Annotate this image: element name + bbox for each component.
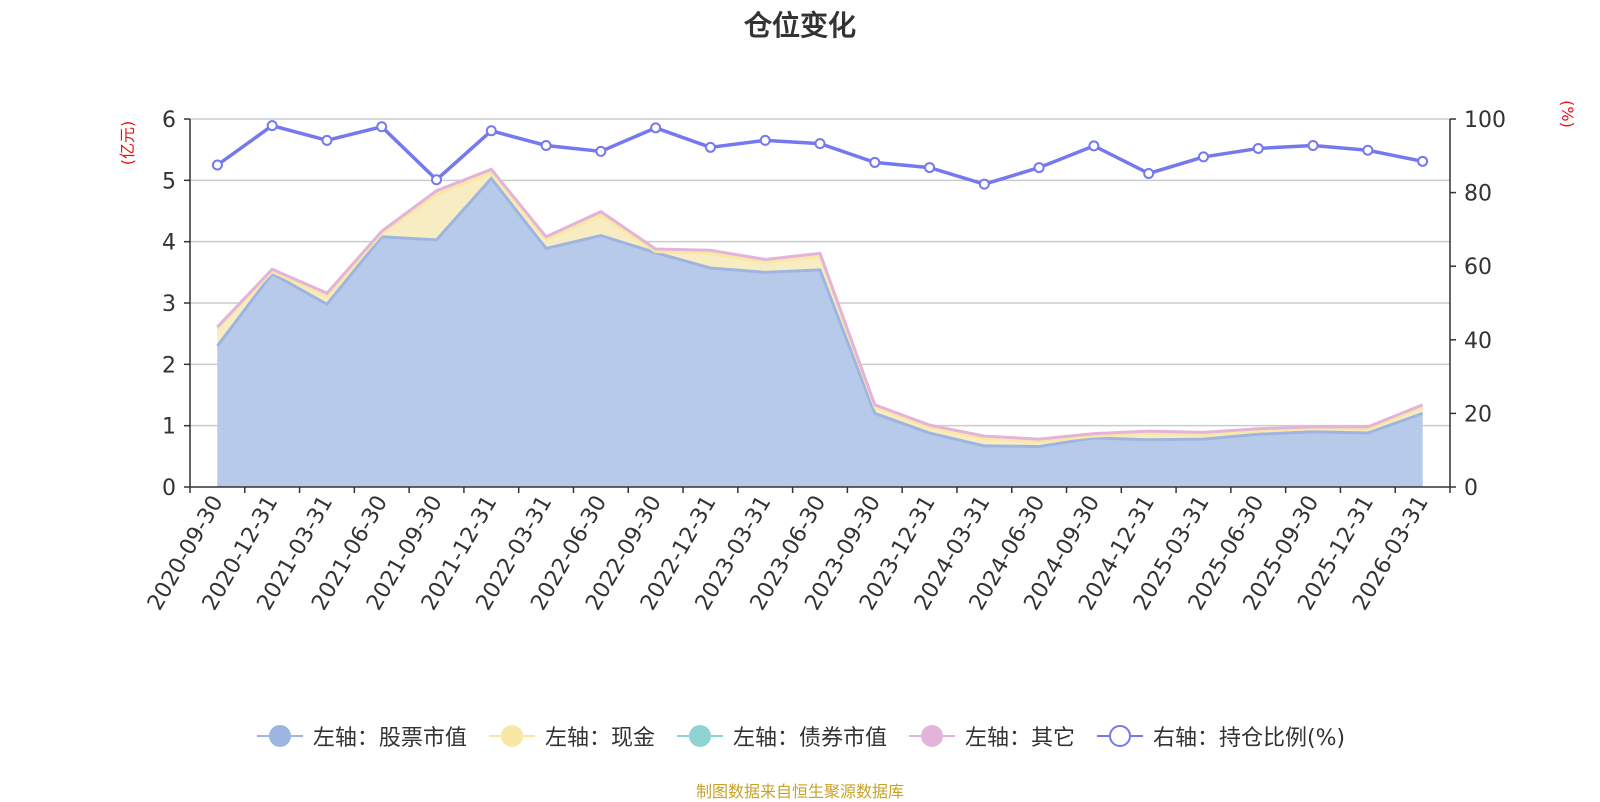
y-left-tick-label: 6 [162, 108, 176, 133]
ratio-point [376, 121, 388, 133]
area-line-左轴：股票市值 [216, 176, 1424, 449]
ratio-point [540, 139, 552, 151]
legend-item-stock[interactable]: 左轴：股票市值 [255, 720, 467, 752]
ratio-point [650, 122, 662, 134]
legend-item-ratio[interactable]: 右轴：持仓比例(%) [1095, 720, 1345, 752]
ratio-point [1088, 140, 1100, 152]
y-left-tick-label: 4 [162, 231, 176, 256]
y-left-tick-label: 3 [162, 292, 176, 317]
legend-other-icon [908, 725, 955, 747]
legend-label-other: 左轴：其它 [964, 726, 1075, 751]
legend-item-other[interactable]: 左轴：其它 [907, 720, 1075, 752]
ratio-point [704, 141, 716, 153]
ratio-point [1252, 142, 1264, 154]
area-layer [216, 167, 1424, 488]
ratio-point [1197, 151, 1209, 163]
y-right-tick-label: 60 [1464, 255, 1492, 280]
legend-item-bond[interactable]: 左轴：债券市值 [675, 720, 887, 752]
y-right-unit-label: (%) [1558, 100, 1577, 128]
legend-stock-icon [256, 725, 303, 747]
area-左轴：股票市值 [217, 178, 1423, 487]
area-line-左轴：其它 [216, 167, 1424, 441]
ratio-point [485, 125, 497, 137]
legend-ratio-icon [1096, 725, 1143, 747]
y-left-tick-label: 5 [162, 169, 176, 194]
ratio-point [211, 159, 223, 171]
legend-cash-icon [488, 725, 535, 747]
y-right-tick-label: 0 [1464, 476, 1478, 501]
legend-label-bond: 左轴：债券市值 [732, 726, 887, 751]
y-right-tick-label: 20 [1464, 402, 1492, 427]
ratio-point [1033, 162, 1045, 174]
y-left-tick-label: 2 [162, 353, 176, 378]
source-note: 制图数据来自恒生聚源数据库 [695, 782, 904, 801]
ratio-point [1307, 139, 1319, 151]
y-right-tick-label: 100 [1464, 108, 1506, 133]
ratio-point [266, 120, 278, 132]
ratio-point [1362, 144, 1374, 156]
ratio-point [759, 134, 771, 146]
ratio-line [216, 123, 1423, 186]
chart-title: 仓位变化 [743, 9, 856, 42]
legend-bond-icon [676, 725, 723, 747]
ratio-point [431, 174, 443, 186]
ratio-point [978, 178, 990, 190]
y-left-tick-label: 0 [162, 476, 176, 501]
ratio-point [924, 162, 936, 174]
legend: 左轴：股票市值 左轴：现金 左轴：债券市值 左轴：其它 右轴：持仓比例(%) [0, 720, 1600, 752]
ratio-point [814, 138, 826, 150]
line-layer [211, 120, 1429, 190]
y-right-tick-label: 80 [1464, 182, 1492, 207]
ratio-point [595, 145, 607, 157]
y-left-tick-label: 1 [162, 415, 176, 440]
ratio-point [1417, 155, 1429, 167]
legend-label-ratio: 右轴：持仓比例(%) [1152, 726, 1346, 751]
legend-label-stock: 左轴：股票市值 [312, 726, 467, 751]
ratio-point [321, 134, 333, 146]
y-right-tick-label: 40 [1464, 329, 1492, 354]
y-left-unit-label: (亿元) [118, 121, 137, 166]
legend-label-cash: 左轴：现金 [544, 726, 655, 751]
ratio-point [1143, 167, 1155, 179]
legend-item-cash[interactable]: 左轴：现金 [487, 720, 655, 752]
ratio-point [869, 156, 881, 168]
